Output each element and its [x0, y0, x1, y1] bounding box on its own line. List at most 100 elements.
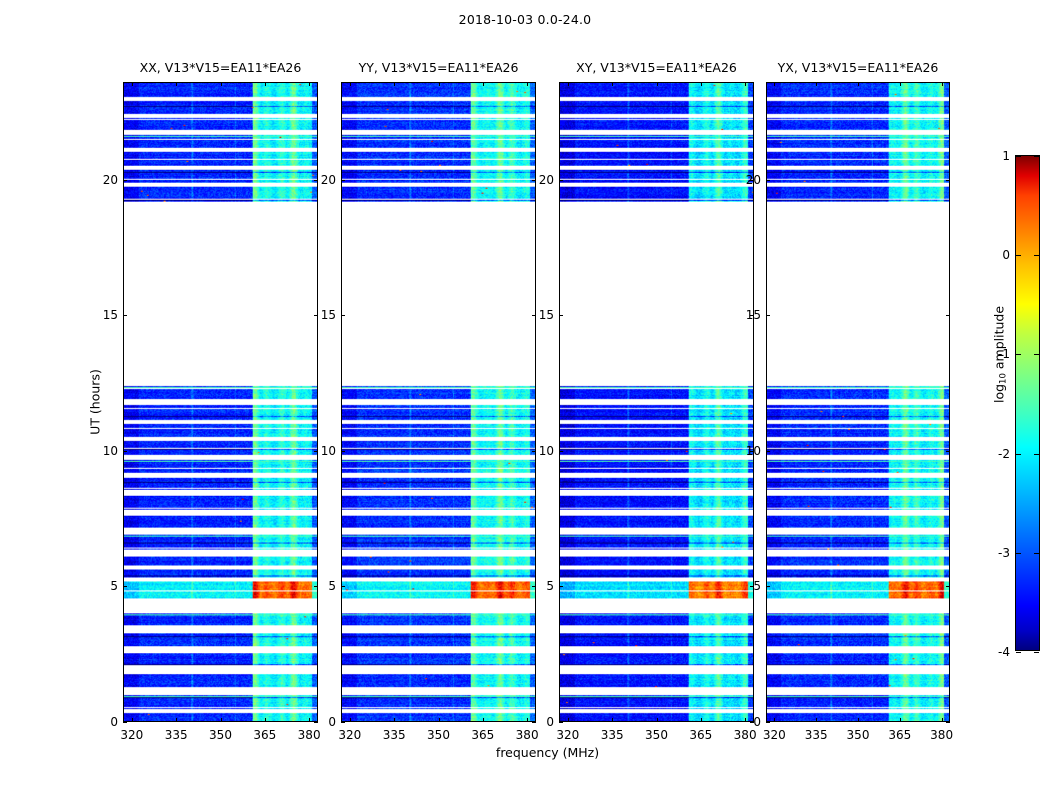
colorbar-tick-mark: [1016, 354, 1021, 356]
x-tick-mark: [176, 82, 178, 86]
colorbar-tick-mark: [1016, 453, 1021, 455]
x-tick-mark: [131, 718, 133, 722]
y-tick-mark: [766, 179, 770, 181]
x-tick-mark: [656, 718, 658, 722]
x-tick-mark: [220, 718, 222, 722]
x-tick-mark: [774, 82, 776, 86]
x-tick-mark: [264, 82, 266, 86]
y-tick-mark: [341, 315, 345, 317]
panel-xx: XX, V13*V15=EA11*EA26 0 5 10 15 20 320 335 350 36…: [103, 60, 321, 742]
y-tick-label: 0: [753, 715, 761, 729]
x-tick-mark: [612, 82, 614, 86]
y-tick-mark: [750, 450, 754, 452]
colorbar-tick-mark: [1034, 156, 1039, 157]
y-tick-mark: [946, 586, 950, 588]
dynamic-spectrum-xx: [124, 83, 317, 721]
y-tick-label: 10: [538, 443, 554, 458]
x-tick-mark: [656, 82, 658, 86]
dynamic-spectrum-yy: [342, 83, 535, 721]
x-tick-mark: [349, 82, 351, 86]
colorbar-tick-mark: [1016, 552, 1021, 554]
colorbar[interactable]: 1 0 -1 -2 -3 -4: [998, 149, 1040, 659]
y-tick-mark: [532, 722, 536, 723]
x-tick-label: 350: [645, 728, 668, 742]
y-tick-mark: [314, 722, 318, 723]
x-tick-label: 335: [164, 728, 188, 742]
figure-suptitle: 2018-10-03 0.0-24.0: [458, 12, 592, 27]
y-tick-label: 20: [745, 172, 761, 187]
x-tick-label: 350: [427, 728, 450, 742]
x-tick-label: 320: [338, 728, 362, 742]
x-tick-mark: [482, 718, 484, 722]
x-tick-label: 380: [297, 728, 321, 742]
y-tick-mark: [946, 722, 950, 723]
panel-title-yx: YX, V13*V15=EA11*EA26: [777, 60, 939, 75]
x-tick-mark: [527, 82, 529, 86]
y-tick-label: 20: [538, 172, 554, 187]
x-tick-mark: [858, 82, 859, 86]
colorbar-tick-mark: [1016, 255, 1021, 257]
colorbar-tick-mark: [1034, 652, 1039, 653]
colorbar-tick-label: 1: [1002, 149, 1010, 163]
x-tick-label: 365: [888, 728, 912, 742]
y-tick-mark: [532, 179, 536, 181]
y-tick-label: 15: [538, 308, 554, 323]
x-tick-mark: [438, 718, 440, 722]
panel-xy: XY, V13*V15=EA11*EA26 0 5 10 15 20 320 335 350 36…: [539, 60, 757, 742]
x-tick-mark: [438, 82, 440, 86]
plot-area-xy[interactable]: [559, 82, 754, 722]
y-tick-mark: [341, 722, 345, 723]
y-tick-label: 10: [745, 443, 761, 458]
y-tick-mark: [314, 179, 318, 181]
x-tick-label: 350: [846, 728, 870, 742]
plot-area-yy[interactable]: [341, 82, 536, 722]
x-tick-mark: [612, 718, 614, 722]
y-tick-label: 0: [110, 715, 118, 729]
plot-area-xx[interactable]: [123, 82, 318, 722]
x-tick-mark: [700, 82, 702, 86]
y-tick-mark: [532, 586, 536, 588]
panel-title-yy: YY, V13*V15=EA11*EA26: [358, 60, 519, 75]
x-tick-mark: [309, 718, 311, 722]
y-tick-label: 10: [102, 443, 118, 458]
colorbar-tick-label: -2: [998, 446, 1010, 461]
x-tick-mark: [941, 82, 943, 86]
y-tick-label: 5: [110, 579, 118, 594]
y-tick-mark: [766, 586, 770, 588]
x-tick-mark: [567, 718, 569, 722]
colorbar-tick-mark: [1034, 255, 1039, 257]
panel-yx: YX, V13*V15=EA11*EA26 0 5 10 15 20 320 335 350 36…: [746, 60, 953, 742]
y-tick-mark: [559, 315, 563, 317]
x-tick-mark: [745, 718, 747, 722]
colorbar-tick-mark: [1034, 453, 1039, 455]
y-tick-mark: [559, 450, 563, 452]
x-tick-label: 365: [253, 728, 277, 742]
y-tick-mark: [341, 586, 345, 588]
x-tick-mark: [899, 82, 901, 86]
colorbar-tick-label: -4: [998, 645, 1010, 659]
plot-area-yx[interactable]: [766, 82, 950, 722]
dynamic-spectrum-yx: [767, 83, 949, 721]
x-tick-label: 335: [600, 728, 624, 742]
colorbar-tick-mark: [1034, 354, 1039, 356]
y-tick-mark: [123, 450, 127, 452]
x-tick-mark: [941, 718, 943, 722]
y-tick-label: 15: [320, 308, 336, 323]
y-tick-mark: [750, 722, 754, 723]
x-tick-label: 320: [762, 728, 786, 742]
y-tick-mark: [341, 179, 345, 181]
x-tick-mark: [527, 718, 529, 722]
x-tick-label: 335: [382, 728, 406, 742]
y-tick-label: 0: [546, 715, 554, 729]
y-tick-mark: [314, 586, 318, 588]
y-tick-label: 5: [328, 579, 336, 594]
y-tick-mark: [559, 586, 563, 588]
x-tick-label: 380: [930, 728, 954, 742]
y-tick-mark: [532, 450, 536, 452]
x-tick-mark: [745, 82, 747, 86]
y-tick-mark: [123, 586, 127, 588]
y-tick-label: 0: [328, 715, 336, 729]
y-tick-mark: [341, 450, 345, 452]
x-tick-mark: [899, 718, 901, 722]
x-tick-mark: [349, 718, 351, 722]
